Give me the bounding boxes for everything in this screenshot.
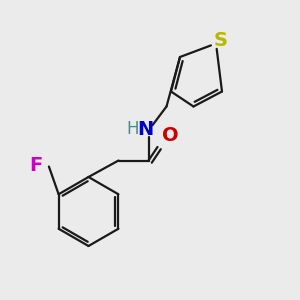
- Text: F: F: [29, 156, 43, 175]
- Text: N: N: [137, 119, 153, 139]
- Text: O: O: [162, 126, 178, 146]
- Text: S: S: [214, 31, 228, 50]
- Text: H: H: [127, 120, 139, 138]
